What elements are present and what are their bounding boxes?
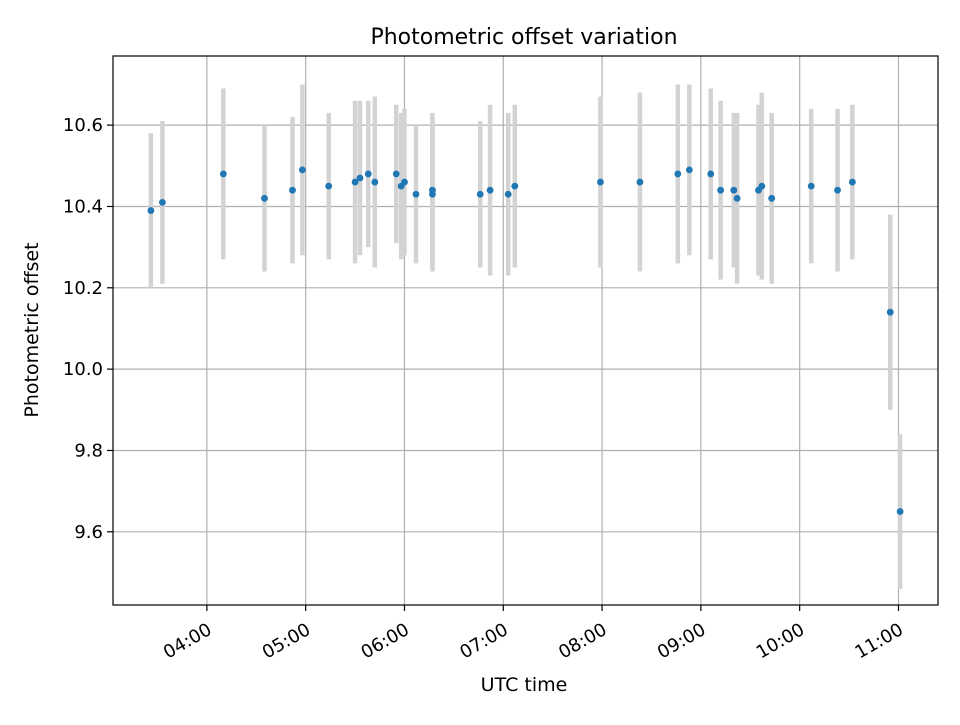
data-point [429,186,436,194]
data-point [848,178,856,186]
data-point [371,178,379,186]
plot-area-frame [112,55,939,606]
data-point [392,170,400,178]
data-point [758,182,766,190]
x-axis-label: UTC time [481,674,568,696]
data-point [351,178,359,186]
data-point [511,182,519,190]
data-point [597,178,604,186]
data-point [717,186,725,194]
data-point [219,170,227,178]
data-point [325,182,333,190]
data-point [476,190,484,198]
y-tick-label: 10.0 [63,359,103,380]
y-tick-label: 10.6 [63,115,103,136]
data-point [261,194,268,202]
data-point [364,170,372,178]
data-point [834,186,841,194]
data-point [298,166,306,174]
data-point [147,207,155,214]
data-point [401,178,408,186]
data-point [733,194,741,202]
data-point [768,194,776,202]
data-point [685,166,693,174]
y-tick-label: 10.2 [63,278,103,299]
data-point [504,190,512,198]
data-point [356,174,364,182]
grid-lines [113,56,938,605]
data-point [707,170,715,178]
data-point [412,190,420,198]
data-point [730,186,738,194]
data-point [896,508,904,515]
y-tick-label: 9.8 [74,440,103,461]
data-point [674,170,682,178]
data-point [289,186,296,194]
y-tick-label: 9.6 [74,522,103,543]
y-axis-label: Photometric offset [21,242,43,417]
data-points [147,166,904,515]
data-point [486,186,494,194]
y-tick-label: 10.4 [63,196,103,217]
data-point [886,308,894,316]
data-point [159,199,166,206]
data-point [807,182,815,190]
data-point [636,178,644,186]
chart-title: Photometric offset variation [370,25,677,50]
